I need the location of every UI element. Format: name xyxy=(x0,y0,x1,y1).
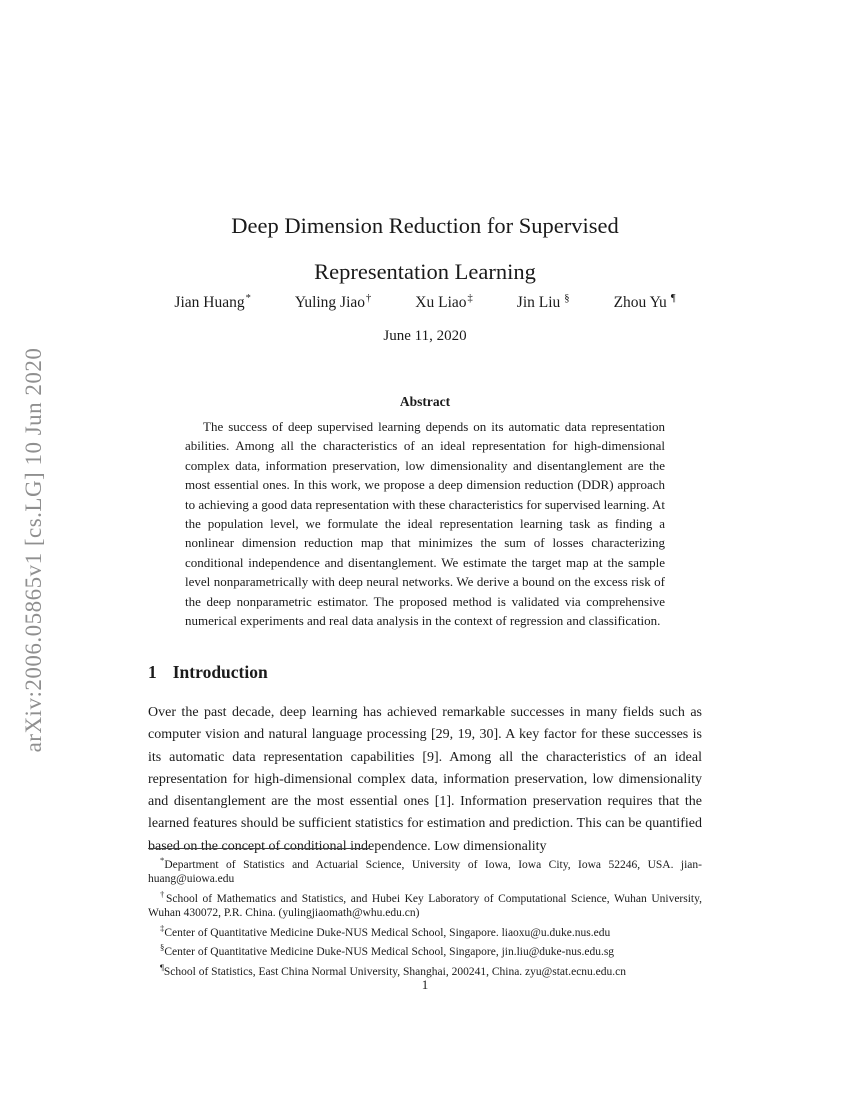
author-mark: ¶ xyxy=(670,293,676,304)
introduction-paragraph: Over the past decade, deep learning has … xyxy=(148,705,702,854)
author-name: Zhou Yu xyxy=(613,294,667,312)
footnote-mark: ‡ xyxy=(160,923,165,934)
author-jin-liu: Jin Liu § xyxy=(517,293,570,312)
footnote-mark: § xyxy=(160,942,165,953)
footnote-affiliation-3: ‡Center of Quantitative Medicine Duke-NU… xyxy=(148,921,702,940)
section-number: 1 xyxy=(148,662,157,682)
footnote-affiliation-5: ¶School of Statistics, East China Normal… xyxy=(148,960,702,979)
author-xu-liao: Xu Liao‡ xyxy=(415,293,473,312)
footnote-mark: ¶ xyxy=(160,961,164,972)
author-mark: ‡ xyxy=(467,293,473,304)
author-mark: * xyxy=(245,293,251,304)
section-title: Introduction xyxy=(172,662,268,682)
abstract-text: The success of deep supervised learning … xyxy=(185,419,665,629)
author-mark: † xyxy=(366,293,372,304)
footnote-mark: * xyxy=(160,855,165,865)
page-number: 1 xyxy=(421,977,429,992)
footnote-text: Center of Quantitative Medicine Duke-NUS… xyxy=(164,946,615,959)
abstract-heading: Abstract xyxy=(399,394,451,409)
footnote-list: *Department of Statistics and Actuarial … xyxy=(148,853,702,979)
footnote-text: School of Statistics, East China Normal … xyxy=(163,965,627,978)
author-yuling-jiao: Yuling Jiao† xyxy=(295,293,371,312)
author-list: Jian Huang* Yuling Jiao† Xu Liao‡ Jin Li… xyxy=(0,293,850,312)
author-jian-huang: Jian Huang* xyxy=(174,293,250,312)
footnote-affiliation-1: *Department of Statistics and Actuarial … xyxy=(148,853,702,887)
author-name: Jian Huang xyxy=(174,294,245,312)
footnote-affiliation-2: †School of Mathematics and Statistics, a… xyxy=(148,887,702,921)
author-name: Jin Liu xyxy=(516,294,561,312)
footnote-text: Center of Quantitative Medicine Duke-NUS… xyxy=(164,926,611,939)
paper-title: Deep Dimension Reduction for Supervised … xyxy=(0,203,850,295)
author-mark: § xyxy=(564,293,570,304)
author-name: Xu Liao xyxy=(415,294,467,312)
title-line-1: Deep Dimension Reduction for Supervised xyxy=(231,213,619,238)
author-name: Yuling Jiao xyxy=(294,294,366,312)
footnote-text: Department of Statistics and Actuarial S… xyxy=(148,858,702,886)
author-zhou-yu: Zhou Yu ¶ xyxy=(614,293,676,312)
title-line-2: Representation Learning xyxy=(314,259,536,284)
footnote-divider xyxy=(148,848,370,849)
paper-date: June 11, 2020 xyxy=(383,328,467,344)
footnote-text: School of Mathematics and Statistics, an… xyxy=(148,892,702,920)
footnote-affiliation-4: §Center of Quantitative Medicine Duke-NU… xyxy=(148,940,702,959)
section-heading-introduction: 1 Introduction xyxy=(148,662,268,683)
footnote-mark: † xyxy=(160,889,166,900)
